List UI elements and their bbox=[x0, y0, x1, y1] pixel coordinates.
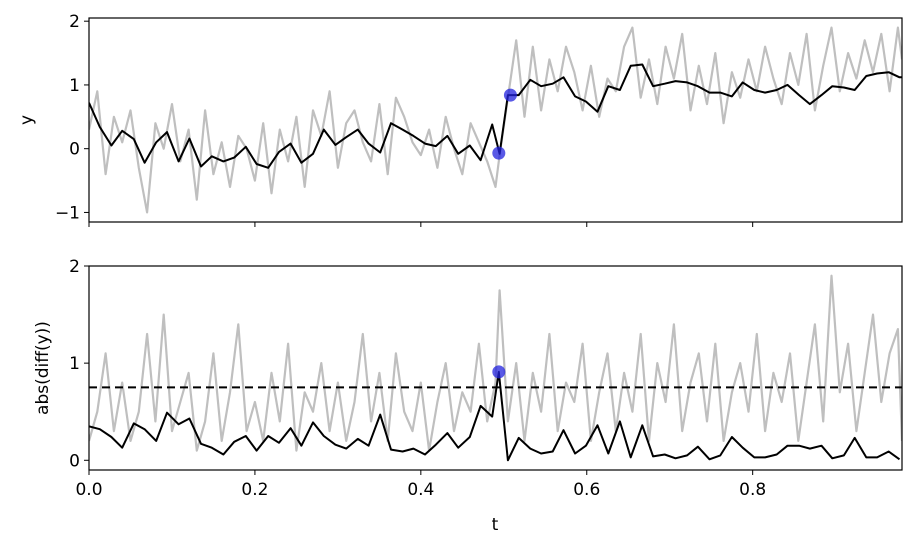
bottom-series-group bbox=[89, 274, 902, 462]
bottom-x-ticks: 0.0 0.2 0.4 0.6 0.8 bbox=[75, 470, 766, 500]
bottom-y-tick-label: 0 bbox=[69, 451, 80, 471]
top-marker-point bbox=[503, 88, 517, 102]
bottom-y-ticks: 0 1 2 bbox=[69, 257, 89, 471]
bottom-axes: 0 1 2 0.0 0.2 0.4 0.6 0.8 abs(diff(y)) t bbox=[33, 257, 903, 535]
bottom-y-tick-label: 1 bbox=[69, 354, 80, 374]
bottom-x-tick-label: 0.8 bbox=[739, 480, 766, 500]
top-marker-point bbox=[492, 146, 506, 160]
top-axes: −1 0 1 2 y bbox=[17, 12, 903, 227]
bottom-plot-area bbox=[89, 274, 902, 462]
top-x-ticks bbox=[88, 222, 754, 227]
bottom-x-axis-label: t bbox=[492, 515, 499, 535]
top-y-axis-label: y bbox=[17, 115, 37, 125]
bottom-x-tick-label: 0.0 bbox=[75, 480, 102, 500]
bottom-x-tick-label: 0.4 bbox=[407, 480, 434, 500]
bottom-smooth-series-line bbox=[89, 370, 901, 462]
top-y-tick-label: −1 bbox=[55, 203, 80, 223]
bottom-y-axis-label: abs(diff(y)) bbox=[33, 321, 53, 415]
bottom-x-tick-label: 0.6 bbox=[573, 480, 600, 500]
bottom-axes-frame bbox=[88, 265, 903, 471]
top-raw-series-line bbox=[89, 26, 902, 214]
bottom-raw-series-line bbox=[89, 274, 902, 452]
top-axes-frame bbox=[88, 17, 903, 223]
top-y-tick-label: 2 bbox=[69, 12, 80, 32]
top-y-ticks: −1 0 1 2 bbox=[55, 12, 89, 223]
bottom-x-tick-label: 0.2 bbox=[241, 480, 268, 500]
top-plot-area bbox=[89, 26, 902, 214]
bottom-y-tick-label: 2 bbox=[69, 257, 80, 277]
top-y-tick-label: 1 bbox=[69, 76, 80, 96]
top-y-tick-label: 0 bbox=[69, 140, 80, 160]
bottom-marker-point bbox=[492, 365, 506, 379]
